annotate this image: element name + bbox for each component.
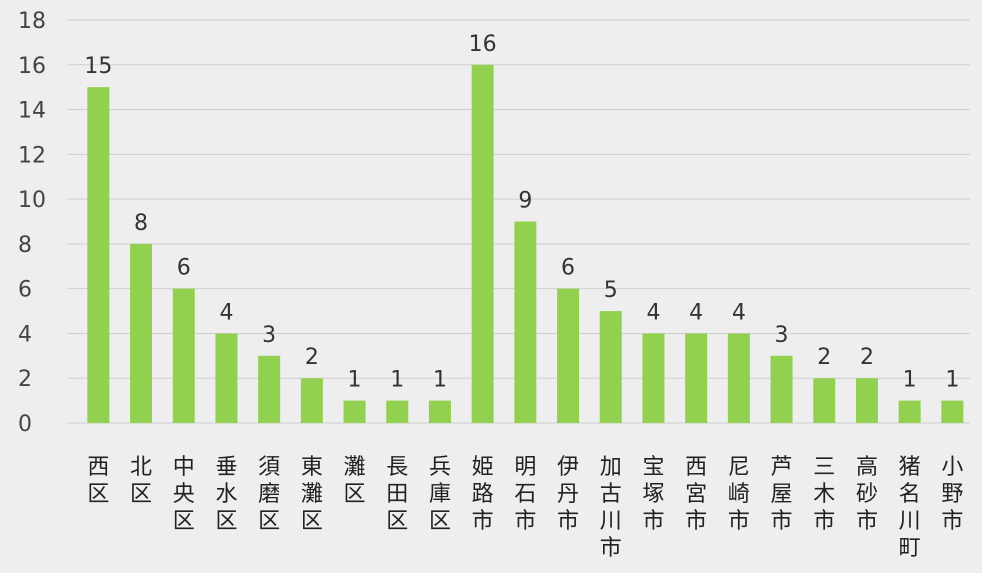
data-label: 4 — [219, 300, 233, 325]
bar — [471, 64, 494, 424]
data-label: 4 — [732, 300, 746, 325]
y-tick-label: 0 — [18, 412, 32, 437]
bar — [898, 400, 921, 423]
data-label: 1 — [903, 368, 917, 393]
x-tick-label: 宝塚市 — [642, 455, 664, 534]
bar — [685, 333, 708, 423]
bar — [428, 400, 451, 423]
bar — [514, 221, 537, 423]
x-tick-label: 東灘区 — [301, 455, 323, 534]
data-label: 5 — [604, 278, 618, 303]
x-axis-labels: 西区北区中央区垂水区須磨区東灘区灘区長田区兵庫区姫路市明石市伊丹市加古川市宝塚市… — [87, 455, 963, 561]
y-tick-label: 6 — [18, 278, 32, 303]
bar — [87, 87, 110, 424]
x-tick-label: 灘区 — [344, 455, 366, 507]
x-tick-label: 須磨区 — [258, 455, 280, 534]
y-tick-label: 2 — [18, 367, 32, 392]
data-label: 15 — [84, 54, 112, 79]
bar — [557, 288, 580, 423]
bar — [300, 378, 323, 423]
y-tick-label: 14 — [18, 99, 46, 124]
bar — [599, 311, 622, 423]
x-tick-label: 兵庫区 — [429, 455, 451, 534]
bar — [855, 378, 878, 423]
data-label: 6 — [561, 256, 575, 281]
x-tick-label: 西宮市 — [685, 455, 707, 534]
bar — [727, 333, 750, 423]
y-tick-label: 18 — [18, 9, 46, 34]
data-label: 1 — [390, 368, 404, 393]
bar — [770, 355, 793, 423]
data-label: 16 — [469, 32, 497, 57]
y-tick-label: 12 — [18, 143, 46, 168]
bar — [130, 243, 153, 423]
data-label: 1 — [348, 368, 362, 393]
bar — [343, 400, 366, 423]
y-tick-label: 4 — [18, 322, 32, 347]
x-tick-label: 小野市 — [941, 455, 963, 534]
data-label: 4 — [646, 300, 660, 325]
y-tick-label: 16 — [18, 54, 46, 79]
bar — [172, 288, 195, 423]
x-tick-label: 明石市 — [514, 455, 536, 534]
data-label: 2 — [305, 345, 319, 370]
data-label: 1 — [433, 368, 447, 393]
data-label: 3 — [775, 323, 789, 348]
x-tick-label: 中央区 — [173, 455, 195, 534]
data-label: 4 — [689, 300, 703, 325]
data-label: 1 — [945, 368, 959, 393]
x-tick-label: 姫路市 — [472, 455, 494, 534]
data-label: 9 — [518, 189, 532, 214]
x-tick-label: 伊丹市 — [557, 455, 579, 534]
bar — [642, 333, 665, 423]
x-tick-label: 加古川市 — [600, 455, 622, 561]
bar — [386, 400, 409, 423]
x-tick-label: 垂水区 — [215, 455, 237, 534]
y-axis-ticks: 0 2 4 6 8 10 12 14 16 18 — [18, 9, 46, 437]
x-tick-label: 西区 — [87, 455, 109, 507]
data-label: 2 — [817, 345, 831, 370]
x-tick-label: 長田区 — [386, 455, 408, 534]
x-tick-label: 尼崎市 — [728, 455, 750, 534]
bar — [215, 333, 238, 423]
data-label: 2 — [860, 345, 874, 370]
y-tick-label: 8 — [18, 233, 32, 258]
x-tick-label: 芦屋市 — [771, 455, 793, 534]
x-tick-label: 猪名川町 — [899, 455, 921, 561]
data-label: 8 — [134, 211, 148, 236]
bar — [258, 355, 281, 423]
bars — [87, 64, 964, 424]
data-label: 6 — [177, 256, 191, 281]
x-tick-label: 高砂市 — [856, 455, 878, 534]
bar — [941, 400, 964, 423]
bar — [813, 378, 836, 423]
data-labels: 15 8 6 4 3 2 1 1 1 16 9 6 5 4 4 4 3 2 2 1 1 — [84, 32, 959, 393]
data-label: 3 — [262, 323, 276, 348]
x-tick-label: 北区 — [130, 455, 152, 507]
y-tick-label: 10 — [18, 188, 46, 213]
x-tick-label: 三木市 — [813, 455, 835, 534]
